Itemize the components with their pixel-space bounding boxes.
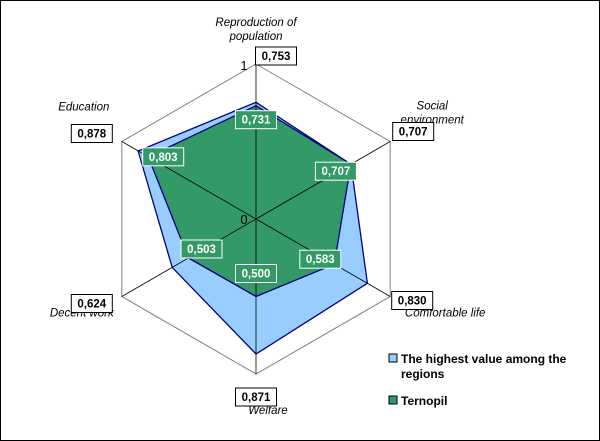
- tick-label-0: 0: [240, 212, 247, 227]
- data-label-box: [235, 387, 277, 407]
- data-label: 0,871: [242, 392, 271, 404]
- data-label-box: [142, 147, 185, 167]
- axis-label: Education: [58, 102, 109, 114]
- data-label-box: [391, 291, 434, 310]
- axis-label: Reproduction of population: [215, 17, 298, 43]
- tick-label-1: 1: [240, 58, 247, 73]
- data-label-box: [70, 294, 113, 313]
- data-label-box: [255, 46, 297, 66]
- data-label: 0,707: [322, 166, 351, 178]
- data-label-box: [70, 124, 113, 143]
- data-label-box: [314, 161, 357, 181]
- axis-label: Welfare: [248, 405, 287, 417]
- data-label: 0,500: [242, 269, 271, 281]
- legend-label-highest: The highest value among the regions: [401, 352, 567, 381]
- data-label-box: [235, 264, 277, 283]
- data-label-box: [235, 110, 277, 130]
- data-label: 0,830: [398, 296, 427, 308]
- data-label-box: [299, 249, 342, 269]
- data-label: 0,503: [187, 244, 216, 256]
- data-label: 0,707: [399, 127, 428, 139]
- axis-label: Comfortable life: [405, 308, 486, 320]
- data-label: 0,624: [77, 299, 106, 311]
- data-label: 0,731: [242, 115, 271, 127]
- data-label-box: [392, 122, 435, 141]
- legend-swatch-highest: [388, 353, 398, 363]
- legend-label-ternopil: Ternopil: [401, 394, 447, 408]
- data-label-box: [180, 239, 223, 259]
- data-label: 0,753: [262, 51, 291, 63]
- legend-swatch-ternopil: [388, 395, 398, 405]
- data-label: 0,878: [77, 129, 106, 141]
- data-label: 0,583: [306, 254, 335, 266]
- data-label: 0,803: [149, 152, 178, 164]
